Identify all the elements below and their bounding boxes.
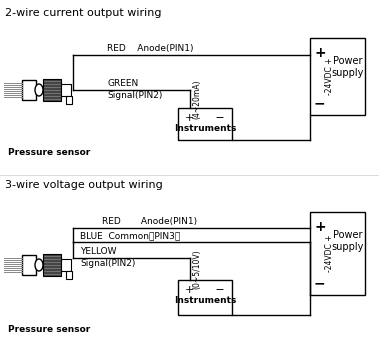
Bar bbox=[66, 96, 72, 104]
Bar bbox=[61, 84, 71, 96]
Text: YELLOW: YELLOW bbox=[80, 247, 116, 256]
Bar bbox=[310, 212, 365, 295]
Text: -24VDC +: -24VDC + bbox=[326, 58, 335, 95]
Text: Instruments: Instruments bbox=[174, 124, 236, 133]
Text: BLUE  Common（PIN3）: BLUE Common（PIN3） bbox=[80, 231, 180, 240]
Text: supply: supply bbox=[332, 68, 364, 78]
Bar bbox=[178, 280, 232, 315]
Text: Power: Power bbox=[333, 56, 363, 66]
Text: -24VDC +: -24VDC + bbox=[326, 235, 335, 272]
Text: RED    Anode(PIN1): RED Anode(PIN1) bbox=[107, 44, 193, 53]
Text: Power: Power bbox=[333, 230, 363, 240]
Text: +: + bbox=[314, 46, 326, 60]
Text: Signal(PIN2): Signal(PIN2) bbox=[107, 91, 162, 100]
Text: GREEN: GREEN bbox=[107, 79, 138, 88]
Text: Instruments: Instruments bbox=[174, 296, 236, 305]
Text: −: − bbox=[314, 96, 326, 110]
Bar bbox=[178, 108, 232, 140]
Text: (4~20mA): (4~20mA) bbox=[192, 79, 201, 119]
Ellipse shape bbox=[35, 84, 43, 96]
Text: −: − bbox=[314, 276, 326, 290]
Text: supply: supply bbox=[332, 242, 364, 252]
Bar bbox=[43, 254, 61, 276]
Bar bbox=[22, 255, 36, 275]
Text: Pressure sensor: Pressure sensor bbox=[8, 325, 90, 334]
Text: 2-wire current output wiring: 2-wire current output wiring bbox=[5, 8, 161, 18]
Bar bbox=[22, 80, 36, 100]
Text: +: + bbox=[314, 220, 326, 234]
Text: RED       Anode(PIN1): RED Anode(PIN1) bbox=[102, 217, 197, 226]
Bar bbox=[61, 259, 71, 271]
Text: (0~5/10V): (0~5/10V) bbox=[192, 249, 201, 289]
Text: +      −: + − bbox=[185, 113, 225, 123]
Bar bbox=[66, 271, 72, 279]
Ellipse shape bbox=[35, 259, 43, 271]
Bar bbox=[43, 79, 61, 101]
Text: +      −: + − bbox=[185, 285, 225, 295]
Text: 3-wire voltage output wiring: 3-wire voltage output wiring bbox=[5, 180, 163, 190]
Text: Signal(PIN2): Signal(PIN2) bbox=[80, 259, 135, 268]
Text: Pressure sensor: Pressure sensor bbox=[8, 148, 90, 157]
Bar bbox=[310, 38, 365, 115]
